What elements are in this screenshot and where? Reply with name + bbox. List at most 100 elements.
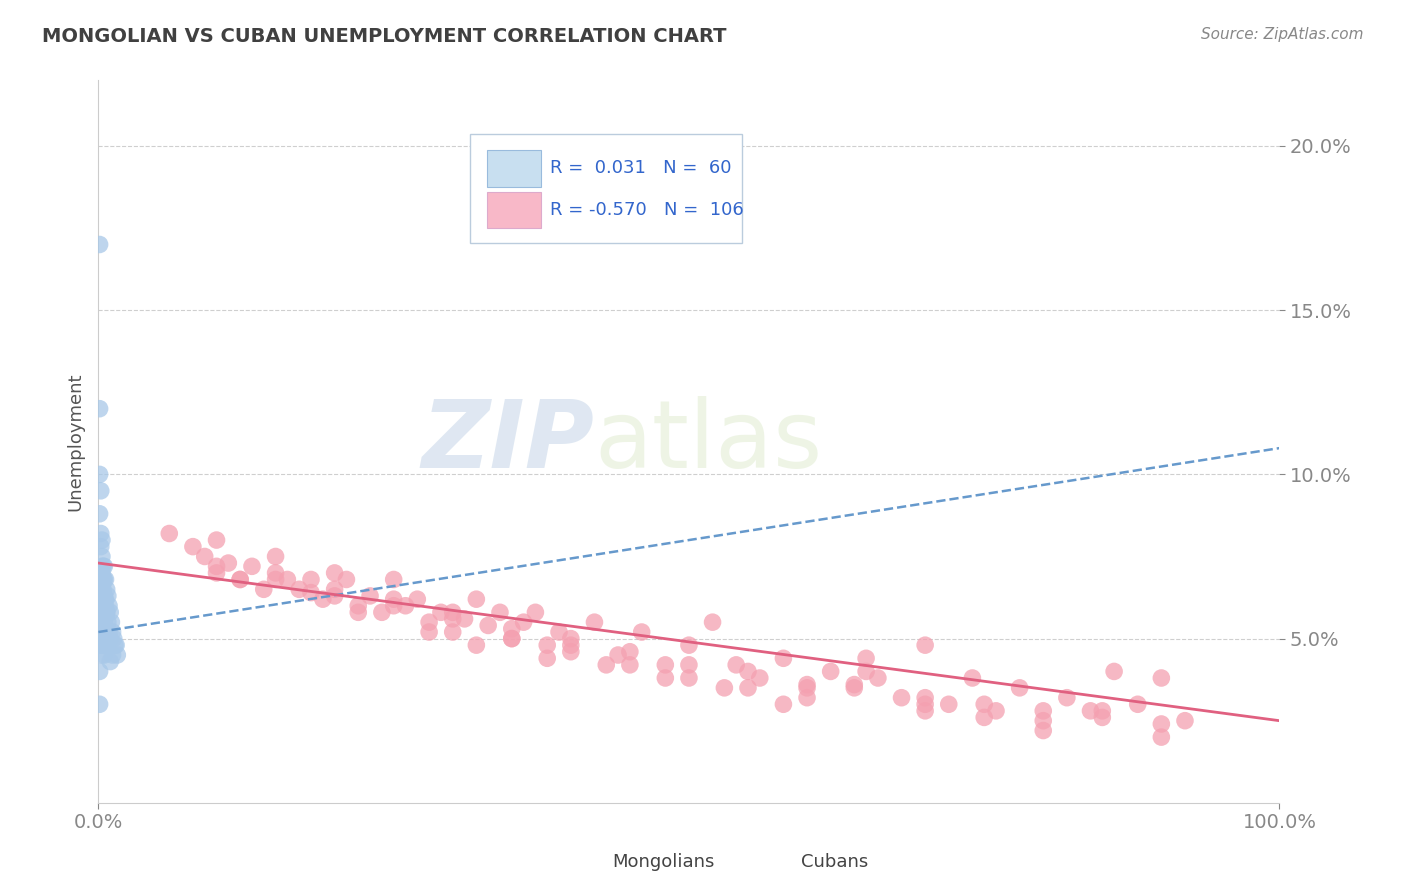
Point [205, 533, 228, 547]
Point [93, 559, 115, 574]
Point [1150, 671, 1173, 685]
FancyBboxPatch shape [567, 848, 607, 876]
Text: R =  0.031   N =  60: R = 0.031 N = 60 [550, 160, 731, 178]
Point [737, 681, 759, 695]
Point [93, 592, 115, 607]
FancyBboxPatch shape [756, 848, 796, 876]
Point [89, 467, 111, 482]
Point [104, 638, 127, 652]
Point [89, 698, 111, 712]
Point [855, 651, 877, 665]
Point [98, 625, 121, 640]
Point [713, 681, 735, 695]
Point [678, 638, 700, 652]
Point [796, 681, 818, 695]
Point [299, 573, 322, 587]
Point [288, 582, 311, 597]
Point [97, 615, 120, 630]
Point [93, 648, 115, 662]
Point [90, 605, 112, 619]
Point [91, 648, 114, 662]
Point [748, 671, 770, 685]
Point [253, 582, 276, 597]
Point [796, 677, 818, 691]
Point [678, 671, 700, 685]
Point [465, 592, 488, 607]
Point [1150, 730, 1173, 744]
Point [90, 483, 112, 498]
Point [91, 605, 114, 619]
Point [312, 592, 335, 607]
Point [962, 671, 984, 685]
Point [619, 657, 641, 672]
Point [855, 665, 877, 679]
Point [205, 566, 228, 580]
Point [1091, 710, 1114, 724]
Point [89, 507, 111, 521]
Point [595, 657, 617, 672]
Point [90, 526, 112, 541]
Point [94, 625, 117, 640]
Point [91, 573, 114, 587]
Point [890, 690, 912, 705]
Point [105, 648, 128, 662]
Point [737, 665, 759, 679]
Point [1174, 714, 1197, 728]
Point [914, 690, 936, 705]
Point [844, 681, 866, 695]
Point [91, 566, 114, 580]
Point [96, 605, 118, 619]
Point [93, 573, 115, 587]
Point [453, 612, 475, 626]
Point [89, 237, 111, 252]
Point [654, 657, 676, 672]
Point [914, 704, 936, 718]
Point [264, 549, 287, 564]
FancyBboxPatch shape [471, 135, 742, 243]
Point [607, 648, 630, 662]
Point [91, 605, 114, 619]
Point [347, 599, 370, 613]
Point [441, 612, 464, 626]
Point [489, 605, 512, 619]
Point [382, 592, 405, 607]
Point [382, 599, 405, 613]
Point [938, 698, 960, 712]
Y-axis label: Unemployment: Unemployment [66, 372, 84, 511]
Point [630, 625, 652, 640]
Point [157, 526, 180, 541]
Point [229, 573, 252, 587]
Text: MONGOLIAN VS CUBAN UNEMPLOYMENT CORRELATION CHART: MONGOLIAN VS CUBAN UNEMPLOYMENT CORRELAT… [42, 27, 727, 45]
Point [1080, 704, 1102, 718]
Point [725, 657, 748, 672]
Point [98, 605, 121, 619]
Point [1126, 698, 1149, 712]
Point [91, 533, 114, 547]
Point [90, 615, 112, 630]
Point [94, 599, 117, 613]
Point [501, 632, 523, 646]
Point [94, 592, 117, 607]
Point [796, 690, 818, 705]
Point [205, 559, 228, 574]
Point [91, 599, 114, 613]
Point [973, 698, 995, 712]
Point [418, 615, 440, 630]
Point [91, 582, 114, 597]
Point [96, 632, 118, 646]
Point [820, 665, 842, 679]
Point [96, 605, 118, 619]
Point [276, 573, 298, 587]
Point [560, 645, 582, 659]
Point [90, 573, 112, 587]
Point [619, 645, 641, 659]
Point [89, 592, 111, 607]
Point [93, 589, 115, 603]
Point [91, 632, 114, 646]
Point [1091, 704, 1114, 718]
Point [583, 615, 606, 630]
Point [89, 401, 111, 416]
Point [382, 573, 405, 587]
Point [94, 573, 117, 587]
Point [536, 651, 558, 665]
